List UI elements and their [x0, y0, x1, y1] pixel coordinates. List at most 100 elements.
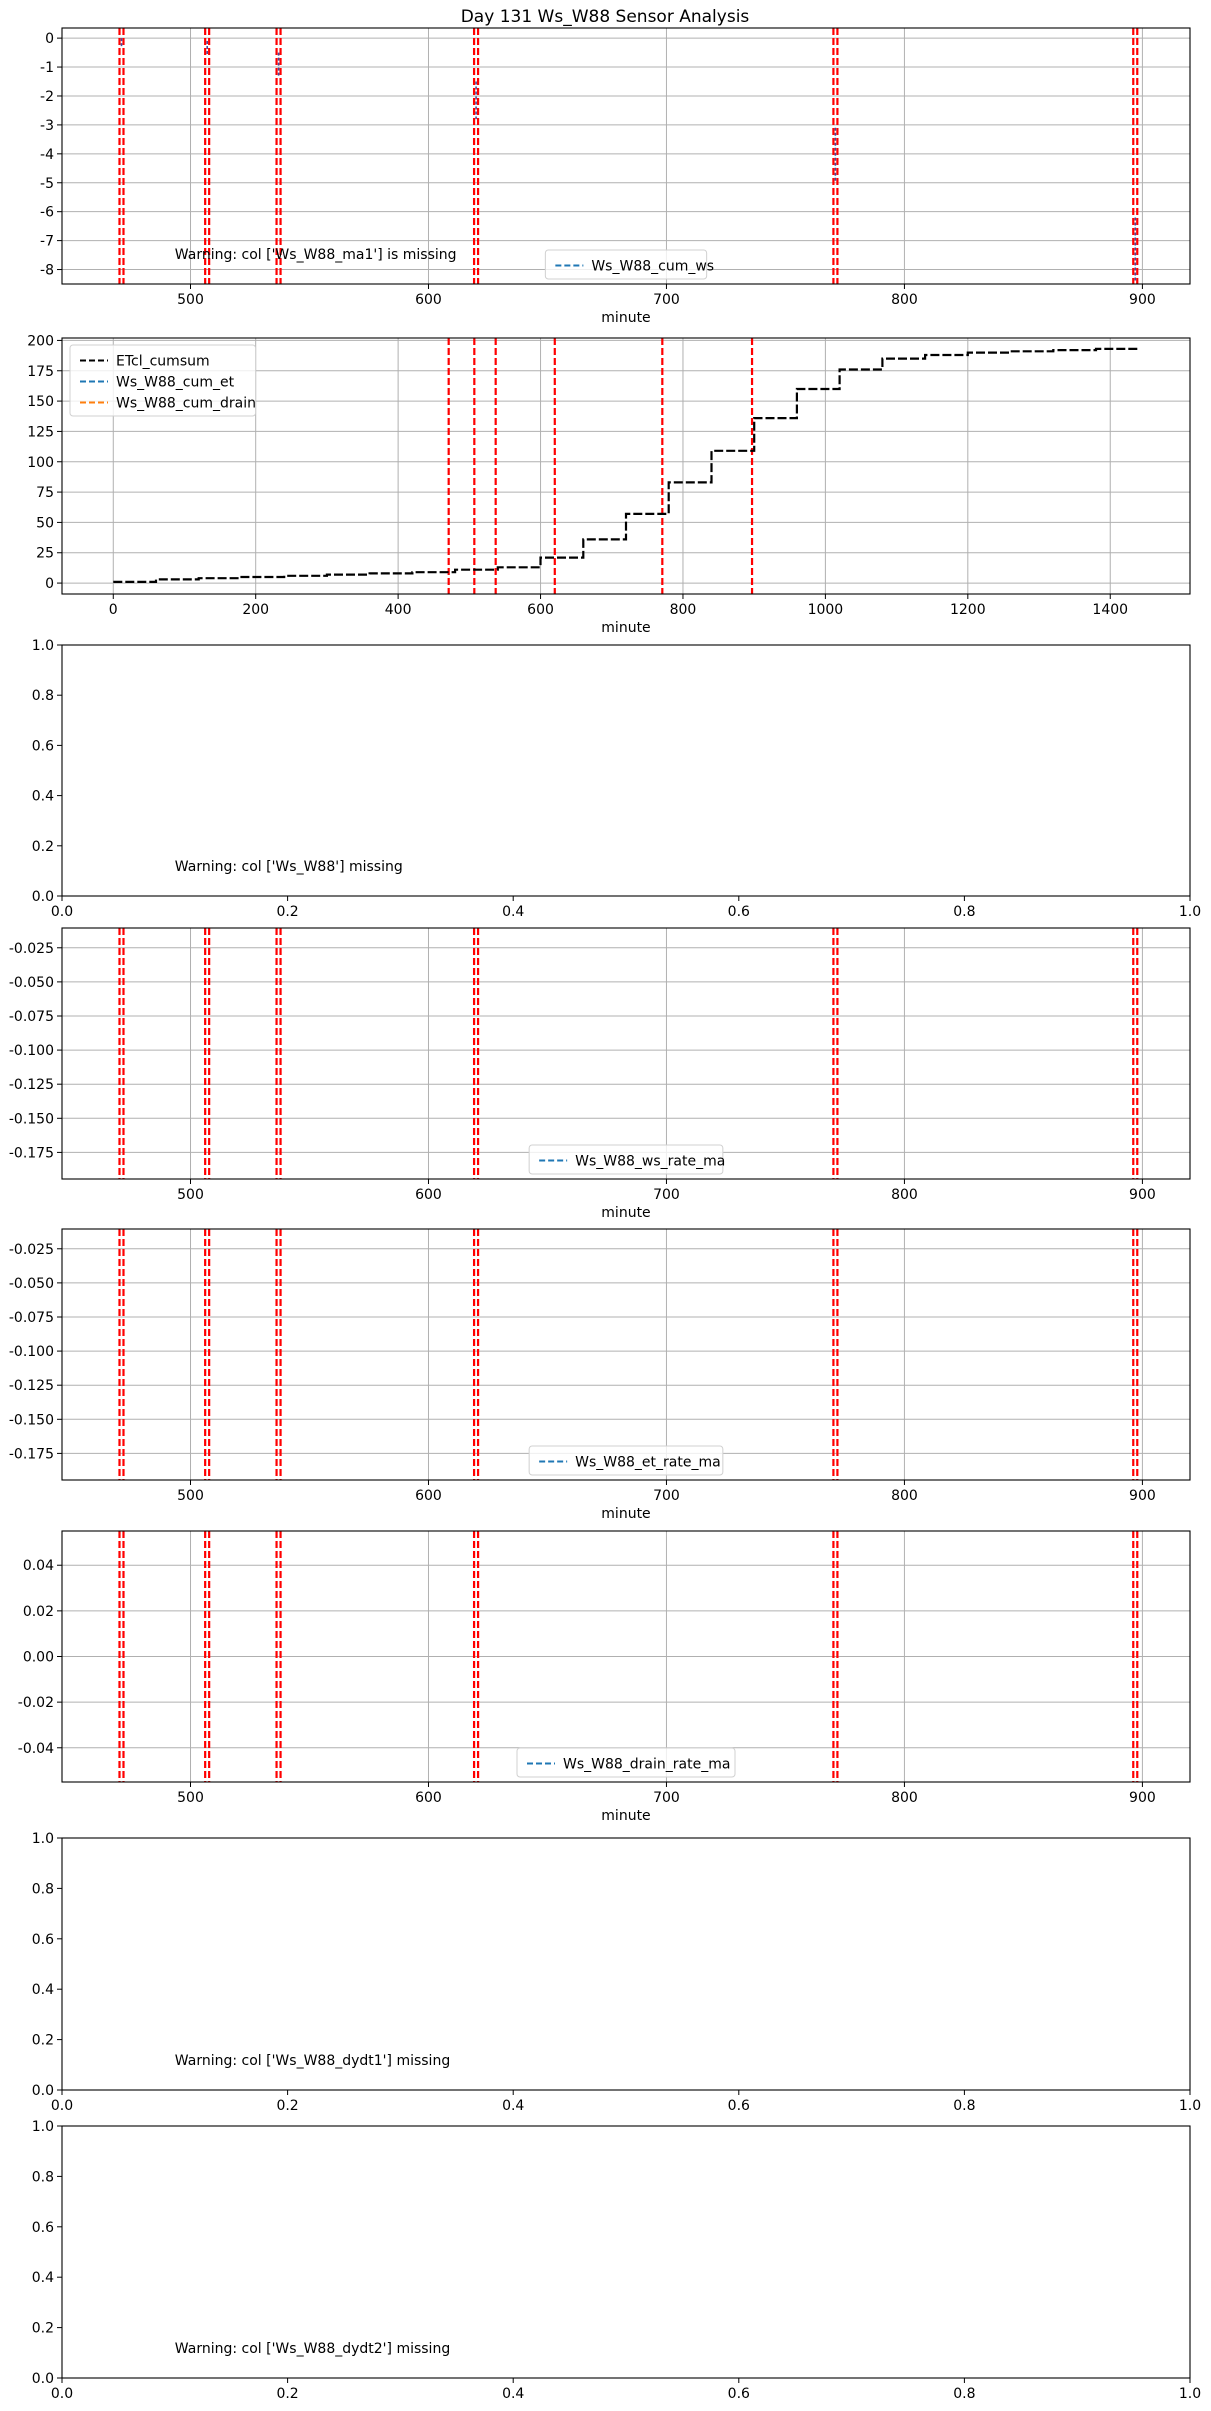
y-tick-label: 0.02	[23, 1604, 54, 1620]
x-tick-label: 0.2	[276, 904, 298, 920]
y-tick-label: 200	[27, 333, 54, 349]
x-tick-label: 900	[1129, 1488, 1156, 1504]
x-tick-label: 0.2	[276, 2386, 298, 2402]
y-axis: 0 25 50 75 100 125 150 175 200	[27, 333, 62, 592]
legend-box	[528, 1144, 724, 1175]
y-tick-label: 0.00	[23, 1650, 54, 1666]
y-tick-label: 0.4	[32, 2270, 54, 2286]
legend-box	[544, 249, 708, 280]
x-tick-label: 600	[415, 1488, 442, 1504]
y-tick-label: 0.6	[32, 2220, 54, 2236]
legend-entry: Ws_W88_cum_ws	[591, 259, 714, 275]
y-tick-label: 100	[27, 455, 54, 471]
x-tick-label: 0.6	[728, 904, 750, 920]
x-tick-label: 0.6	[728, 2098, 750, 2114]
x-tick-label: 500	[177, 292, 204, 308]
series	[120, 38, 1137, 282]
y-tick-label: 75	[36, 485, 54, 501]
axes-frame	[61, 1228, 1191, 1481]
y-tick-label: -0.050	[9, 975, 54, 991]
x-axis: 500 600 700 800 900 minute	[177, 284, 1156, 326]
y-tick-label: 0.8	[32, 688, 54, 704]
warning-annotation: Warning: col ['Ws_W88_dydt2'] missing	[175, 2341, 450, 2357]
y-tick-label: 1.0	[32, 1831, 54, 1847]
x-tick-label: 0.4	[502, 904, 524, 920]
y-tick-label: 0.6	[32, 1932, 54, 1948]
y-tick-label: 0.0	[32, 889, 54, 905]
legend-entry: ETcl_cumsum	[116, 354, 210, 370]
y-tick-label: 0.2	[32, 839, 54, 855]
event-lines	[118, 1229, 1139, 1480]
chart-panel-ws_rate: 500 600 700 800 900minute-0.025-0.050-0.075-…	[9, 927, 1191, 1221]
event-lines	[118, 28, 1139, 284]
y-tick-label: 25	[36, 546, 54, 562]
x-tick-label: 0.6	[728, 2386, 750, 2402]
legend: Ws_W88_ws_rate_ma	[528, 1144, 725, 1175]
x-tick-label: 400	[385, 602, 412, 618]
x-axis: 0 200 400 600 800 1000 1200 1400 minute	[109, 594, 1128, 636]
y-axis: 0.0 0.2 0.4 0.6 0.8 1.0	[32, 1831, 62, 2099]
axes-frame	[61, 927, 1191, 1180]
chart-panel-etcl: 0 200 400 600 800 1000 1200 1400 minute 0 25 50 75 10…	[27, 333, 1191, 636]
y-tick-label: -7	[40, 234, 54, 250]
y-tick-label: 0.4	[32, 789, 54, 805]
chart-panel-drain_rate: 500 600 700 800 900 minute 0.04 0.02 0.00 -0.02 -0…	[18, 1530, 1191, 1824]
chart-panel-et_rate: 500 600 700 800 900minute-0.025-0.050-0.075-…	[9, 1228, 1191, 1522]
y-tick-label: -4	[40, 147, 54, 163]
x-tick-label: 800	[891, 1790, 918, 1806]
y-tick-label: -0.04	[18, 1741, 54, 1757]
y-axis: 0.0 0.2 0.4 0.6 0.8 1.0	[32, 638, 62, 905]
y-tick-label: 150	[27, 394, 54, 410]
event-lines	[118, 1531, 1139, 1782]
x-tick-label: 900	[1129, 1187, 1156, 1203]
x-tick-label: 1200	[950, 602, 986, 618]
x-tick-label: 700	[653, 1488, 680, 1504]
y-tick-label: -0.100	[9, 1344, 54, 1360]
x-tick-label: 800	[891, 1187, 918, 1203]
legend: Ws_W88_drain_rate_ma	[516, 1747, 736, 1778]
x-tick-label: 1000	[808, 602, 844, 618]
x-tick-label: 1.0	[1179, 904, 1201, 920]
x-tick-label: 500	[177, 1488, 204, 1504]
figure-title: Day 131 Ws_W88 Sensor Analysis	[461, 7, 750, 27]
y-tick-label: 0.2	[32, 2033, 54, 2049]
y-tick-label: -8	[40, 263, 54, 279]
y-tick-label: 0	[45, 31, 54, 47]
warning-annotation: Warning: col ['Ws_W88_dydt1'] missing	[175, 2053, 450, 2069]
y-tick-label: -0.025	[9, 941, 54, 957]
axes-frame	[61, 644, 1191, 897]
y-tick-label: -0.125	[9, 1378, 54, 1394]
x-tick-label: 600	[415, 1187, 442, 1203]
x-tick-label: 500	[177, 1790, 204, 1806]
y-tick-label: -1	[40, 60, 54, 76]
y-tick-label: 0.0	[32, 2371, 54, 2387]
series	[113, 347, 1139, 583]
legend-entry: Ws_W88_et_rate_ma	[575, 1455, 721, 1471]
event-lines	[447, 338, 754, 594]
chart-panel-dydt1: 0.0 0.2 0.4 0.6 0.8 1.0 0.0 0.2 0.4 0.6 0.8 1.0 Warn…	[32, 1831, 1201, 2114]
x-axis-label: minute	[601, 620, 650, 636]
x-axis: 0.0 0.2 0.4 0.6 0.8 1.0	[51, 2090, 1201, 2114]
y-tick-label: 0.0	[32, 2083, 54, 2099]
axes-frame	[61, 27, 1191, 285]
x-axis: 500 600 700 800 900 minute	[177, 1782, 1156, 1824]
legend-entry: Ws_W88_ws_rate_ma	[575, 1154, 725, 1170]
y-axis: 0.04 0.02 0.00 -0.02 -0.04	[18, 1558, 62, 1757]
x-tick-label: 0.8	[953, 904, 975, 920]
x-tick-label: 700	[653, 292, 680, 308]
y-tick-label: 0.6	[32, 738, 54, 754]
y-tick-label: 175	[27, 364, 54, 380]
x-tick-label: 700	[653, 1790, 680, 1806]
y-tick-label: -0.175	[9, 1446, 54, 1462]
chart-panel-dydt2: 0.0 0.2 0.4 0.6 0.8 1.0 0.0 0.2 0.4 0.6 0.8 1.0 Warn…	[32, 2119, 1201, 2402]
x-axis-label: minute	[601, 1205, 650, 1221]
x-tick-label: 800	[891, 292, 918, 308]
x-tick-label: 1400	[1092, 602, 1128, 618]
legend: Ws_W88_cum_ws	[544, 249, 714, 280]
chart-panel-ws_raw: 0.0 0.2 0.4 0.6 0.8 1.0 0.0 0.2 0.4 0.6 0.8 1.0 Warn…	[32, 638, 1201, 920]
y-tick-label: -0.075	[9, 1009, 54, 1025]
x-tick-label: 500	[177, 1187, 204, 1203]
x-tick-label: 0	[109, 602, 118, 618]
warning-annotation: Warning: col ['Ws_W88_ma1'] is missing	[175, 247, 457, 263]
x-tick-label: 0.2	[276, 2098, 298, 2114]
